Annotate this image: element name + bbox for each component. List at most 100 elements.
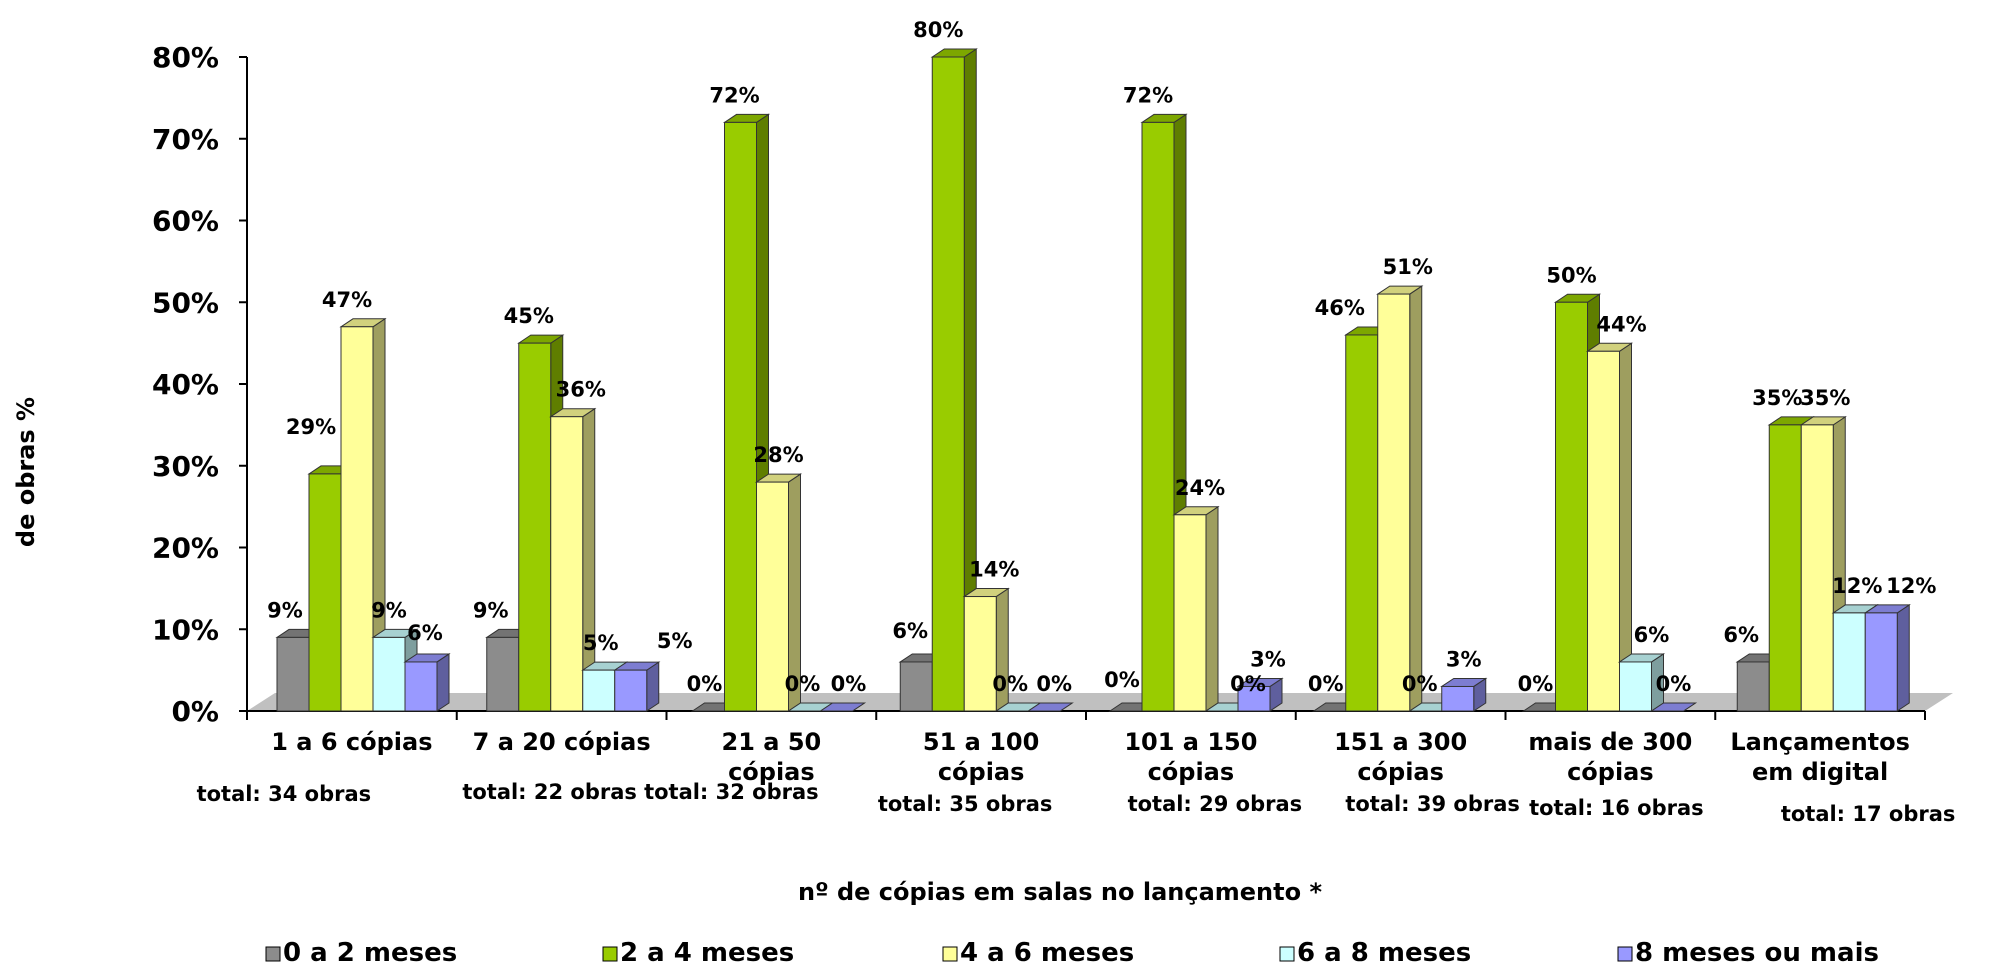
legend-label: 8 meses ou mais [1635,938,1879,966]
x-category-label: cópias [728,758,815,786]
bar-front [1377,293,1411,712]
data-label: 45% [504,304,554,328]
legend-label: 2 a 4 meses [620,938,794,966]
category-total-label: total: 29 obras [1128,792,1303,816]
category-total-label: total: 34 obras [197,782,372,806]
y-tick-label: 50% [152,286,219,319]
bar-front [1768,424,1802,712]
x-category-label: 151 a 300 [1334,728,1467,756]
bar-front [1736,661,1770,712]
data-label: 3% [1446,647,1482,671]
data-label: 51% [1383,255,1433,279]
bar-front [582,669,616,712]
y-axis-title: de obras % [12,397,40,547]
data-label: 0% [831,672,867,696]
bar-front [1173,514,1207,712]
x-category-label: em digital [1752,758,1888,786]
chart-floor [247,693,1953,711]
bar [1863,603,1911,712]
y-tick-label: 60% [152,205,219,238]
data-label: 6% [1723,623,1759,647]
data-label: 80% [913,18,963,42]
bar-front [1619,661,1652,712]
legend-item: 6 a 8 meses [1279,938,1471,968]
bar [930,48,978,712]
category-total-label: total: 16 obras [1529,796,1704,820]
bar-front [550,416,584,712]
bar [1617,653,1666,712]
x-category-label: 21 a 50 [722,728,822,756]
x-category-label: 7 a 20 cópias [473,728,651,756]
y-tick-label: 80% [152,41,219,74]
x-category-label: 51 a 100 [923,728,1039,756]
bar-front [724,121,757,712]
data-label: 72% [1123,83,1173,107]
legend-label: 0 a 2 meses [283,938,457,966]
bar-front [486,636,520,712]
data-label: 72% [709,83,759,107]
bar-front [756,481,789,712]
category-total-label: total: 35 obras [878,792,1053,816]
legend-item: 0 a 2 meses [265,938,457,968]
bar-side [1409,285,1423,712]
data-label: 9% [473,598,509,622]
bar [549,407,597,712]
bar-front [963,596,997,712]
data-label: 5% [657,629,693,653]
bar-side [436,653,450,712]
data-label: 12% [1832,574,1882,598]
data-label: 46% [1315,296,1365,320]
bar-front [1141,121,1175,712]
data-label: 47% [322,288,372,312]
data-label: 0% [992,672,1028,696]
bar [1172,505,1220,712]
legend-label: 6 a 8 meses [1297,938,1471,966]
bar-front [1800,424,1834,712]
data-label: 35% [1752,386,1802,410]
category-total-label: total: 32 obras [644,780,819,804]
bar [1236,677,1284,712]
data-label: 0% [1104,668,1140,692]
data-label: 5% [583,631,619,655]
category-total-label: total: 22 obras [462,780,637,804]
bar [403,653,451,712]
y-tick-label: 20% [152,532,219,565]
data-label: 35% [1800,386,1850,410]
bar-front [308,473,342,712]
x-category-label: cópias [1148,758,1235,786]
bar [722,113,771,712]
data-label: 9% [371,598,407,622]
data-label: 24% [1175,476,1225,500]
data-label: 9% [267,598,303,622]
data-label: 0% [687,672,723,696]
bar-front [614,669,648,712]
bar-side [1205,505,1219,712]
bar-side [1896,603,1910,712]
bar-front [276,636,310,712]
bar-front [931,56,965,712]
category-total-label: total: 39 obras [1345,792,1520,816]
legend-swatch [1279,946,1295,962]
bar [339,317,387,712]
bar-front [1587,350,1620,712]
legend-label: 4 a 6 meses [960,938,1134,966]
x-category-label: 1 a 6 cópias [271,728,432,756]
data-label: 14% [969,558,1019,582]
x-category-label: cópias [1567,758,1654,786]
bar [1440,677,1488,712]
data-label: 0% [785,672,821,696]
bar [1026,702,1074,712]
data-label: 28% [753,443,803,467]
bar [1649,702,1698,712]
bar-front [899,661,933,712]
y-tick-label: 40% [152,368,219,401]
y-tick-label: 30% [152,450,219,483]
bar-top [1026,702,1074,712]
bar-front [1441,685,1475,712]
bar [613,661,661,712]
y-tick-label: 10% [152,613,219,646]
bar [1376,285,1424,712]
data-label: 0% [1230,672,1266,696]
bar-front [372,636,406,712]
